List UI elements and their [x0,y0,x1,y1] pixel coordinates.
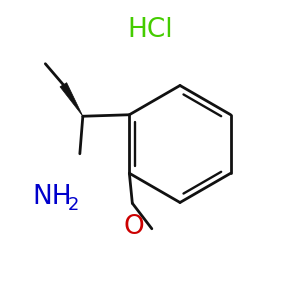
Text: NH: NH [33,184,72,209]
Text: 2: 2 [68,196,79,214]
Text: HCl: HCl [127,17,173,43]
Text: O: O [123,214,144,239]
Polygon shape [60,83,83,116]
